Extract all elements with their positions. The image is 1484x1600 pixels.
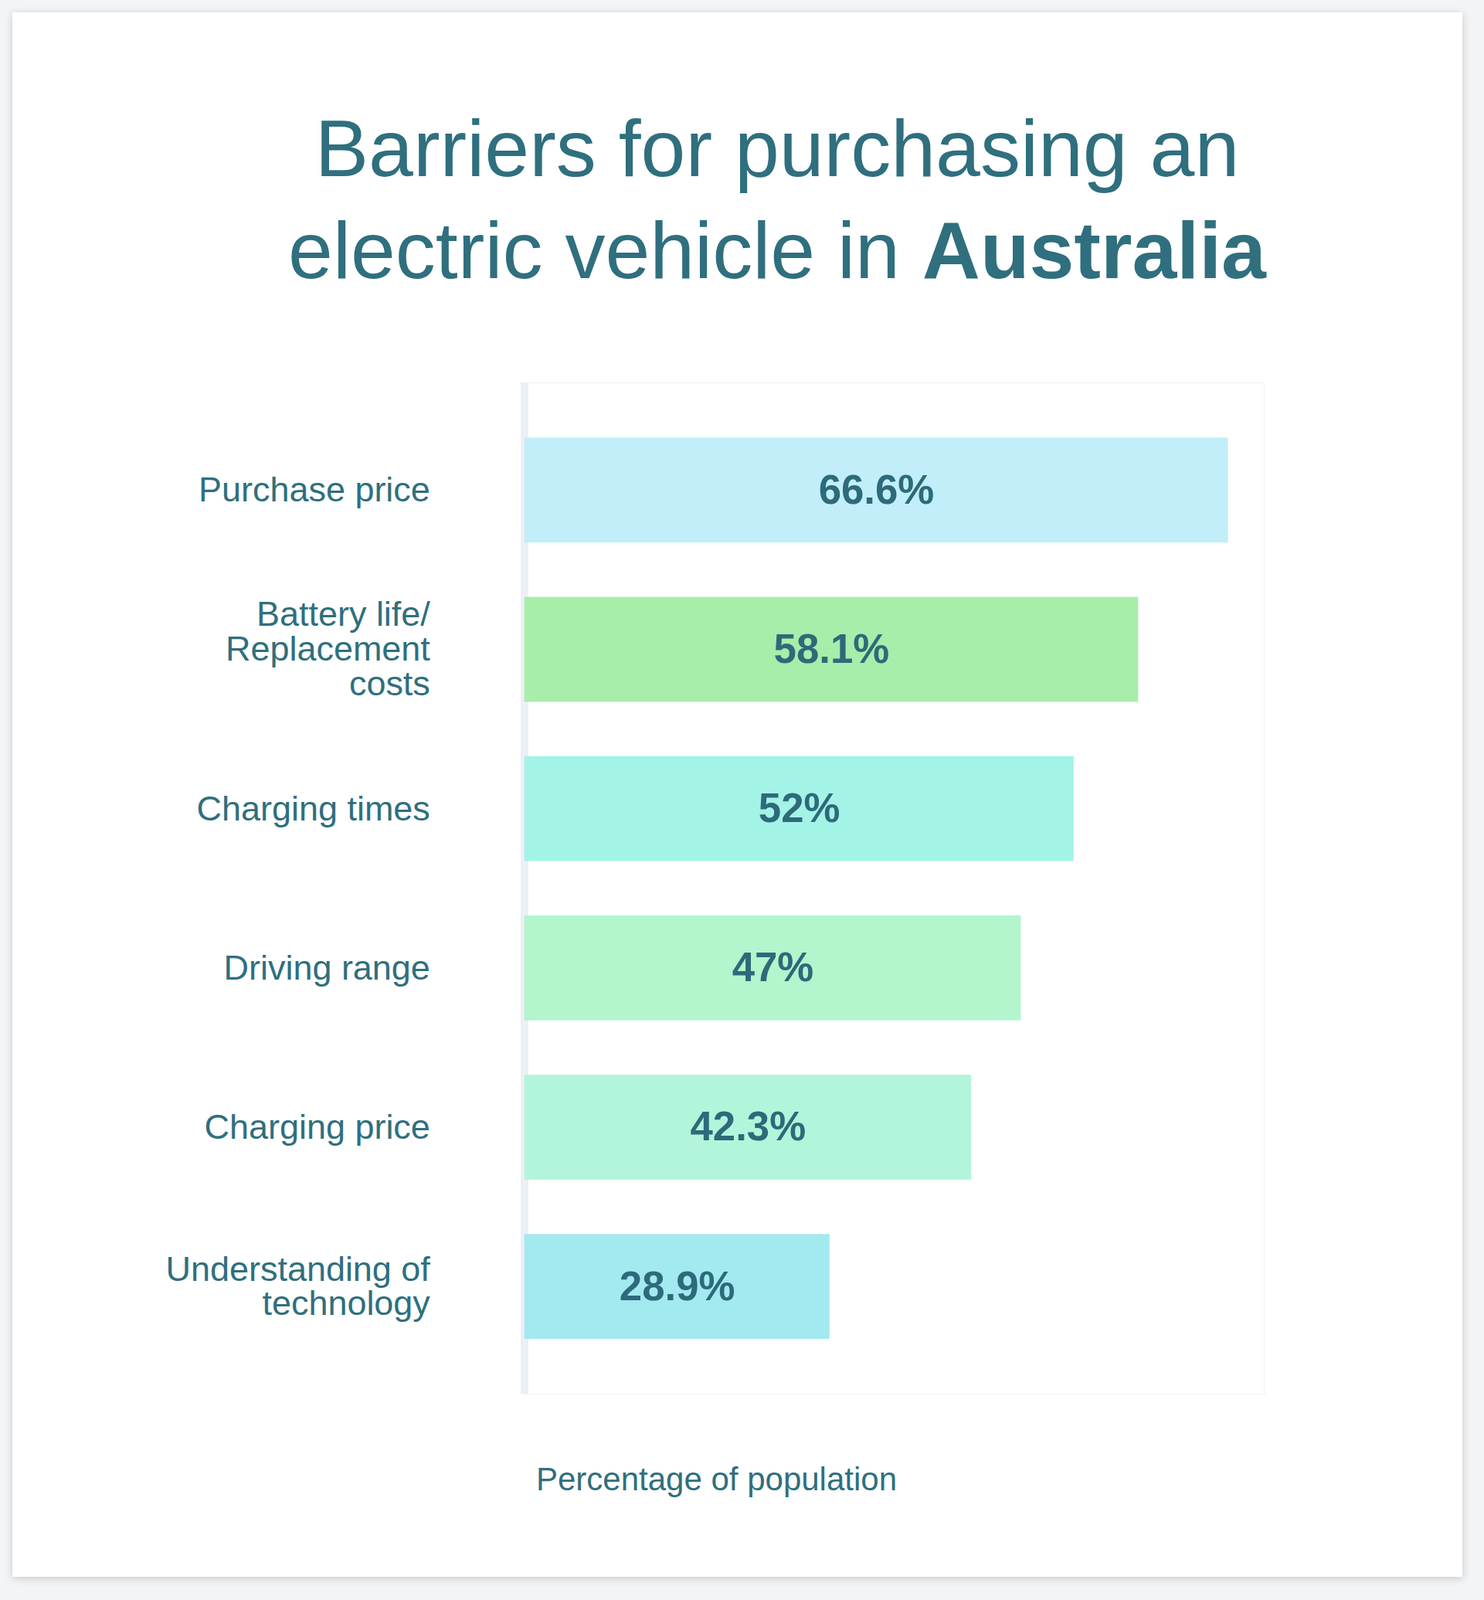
- svg-text:Understanding oftechnology: Understanding oftechnology: [166, 1249, 432, 1324]
- svg-text:52%: 52%: [758, 784, 841, 831]
- svg-text:47%: 47%: [732, 944, 815, 990]
- html-text:Percentage of population: Percentage of population: [536, 1460, 897, 1498]
- svg-text:Driving range: Driving range: [224, 947, 431, 988]
- svg-text:Battery life/Replacementcosts: Battery life/Replacementcosts: [225, 594, 431, 703]
- svg-text:Charging times: Charging times: [196, 788, 431, 829]
- svg-text:Purchase price: Purchase price: [198, 469, 431, 510]
- svg-text:42.3%: 42.3%: [689, 1103, 806, 1149]
- svg-text:28.9%: 28.9%: [619, 1263, 736, 1309]
- svg-text:66.6%: 66.6%: [818, 466, 935, 513]
- html-text:Barriers for purchasing an ele: Barriers for purchasing an electric vehi…: [288, 103, 1267, 296]
- svg-text:58.1%: 58.1%: [774, 625, 890, 672]
- svg-text:Charging price: Charging price: [204, 1107, 431, 1147]
